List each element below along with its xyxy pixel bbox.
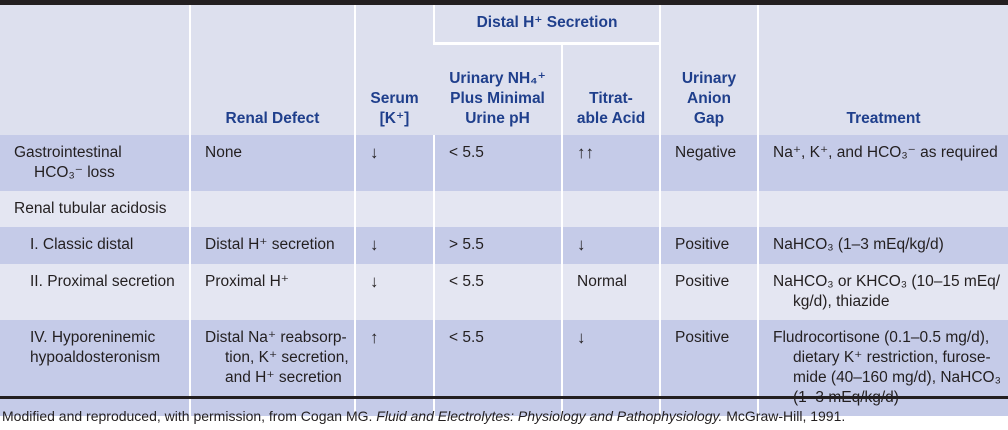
header-urinary-nh4: Urinary NH₄⁺ Plus Minimal Urine pH	[434, 43, 562, 135]
anion-gap-cell: Positive	[659, 264, 758, 320]
table-row: II. Proximal secretion Proximal H⁺ ↓ < 5…	[0, 264, 1008, 320]
double-up-arrow-icon: ↑↑	[577, 143, 594, 162]
renal-defect-cell: None	[189, 135, 355, 191]
serum-k-cell: ↓	[354, 227, 434, 264]
table-row: IV. Hyporeninemic hypoaldosteronism Dist…	[0, 320, 1008, 416]
treatment-cell: NaHCO₃ (1–3 mEq/kg/d)	[757, 227, 1008, 264]
anion-gap-cell: Positive	[659, 320, 758, 416]
table-row: Renal tubular acidosis	[0, 191, 1008, 227]
condition-cell: Gastrointestinal HCO₃⁻ loss	[0, 135, 190, 191]
serum-k-cell	[354, 191, 434, 227]
titratable-acid-cell: ↑↑	[561, 135, 660, 191]
down-arrow-icon: ↓	[577, 328, 586, 347]
header-titratable-acid: Titrat- able Acid	[561, 43, 660, 135]
header-urinary-anion-gap: Urinary Anion Gap	[659, 5, 758, 135]
serum-k-cell: ↓	[354, 135, 434, 191]
urine-ph-cell	[433, 191, 562, 227]
titratable-acid-cell	[561, 191, 660, 227]
renal-defect-cell: Proximal H⁺	[189, 264, 355, 320]
down-arrow-icon: ↓	[370, 272, 379, 291]
condition-cell: I. Classic distal	[0, 227, 190, 264]
condition-cell: IV. Hyporeninemic hypoaldosteronism	[0, 320, 190, 416]
up-arrow-icon: ↑	[370, 328, 379, 347]
urine-ph-cell: < 5.5	[433, 320, 562, 416]
titratable-acid-cell: Normal	[561, 264, 660, 320]
treatment-cell: NaHCO₃ or KHCO₃ (10–15 mEq/ kg/d), thiaz…	[757, 264, 1008, 320]
header-renal-defect: Renal Defect	[189, 5, 355, 135]
down-arrow-icon: ↓	[370, 235, 379, 254]
source-footnote: Modified and reproduced, with permission…	[2, 408, 846, 424]
titratable-acid-cell: ↓	[561, 320, 660, 416]
titratable-acid-cell: ↓	[561, 227, 660, 264]
renal-defect-cell: Distal H⁺ secretion	[189, 227, 355, 264]
table-row: Gastrointestinal HCO₃⁻ loss None ↓ < 5.5…	[0, 135, 1008, 191]
treatment-cell	[757, 191, 1008, 227]
serum-k-cell: ↑	[354, 320, 434, 416]
treatment-cell: Fludrocortisone (0.1–0.5 mg/d), dietary …	[757, 320, 1008, 416]
table-row: I. Classic distal Distal H⁺ secretion ↓ …	[0, 227, 1008, 264]
urine-ph-cell: < 5.5	[433, 264, 562, 320]
renal-defect-cell	[189, 191, 355, 227]
anion-gap-cell: Negative	[659, 135, 758, 191]
renal-defect-cell: Distal Na⁺ reabsorp- tion, K⁺ secretion,…	[189, 320, 355, 416]
bottom-rule	[0, 396, 1008, 399]
header-condition	[0, 5, 190, 135]
anion-gap-cell: Positive	[659, 227, 758, 264]
urine-ph-cell: > 5.5	[433, 227, 562, 264]
down-arrow-icon: ↓	[577, 235, 586, 254]
header-serum-k: Serum [K⁺]	[354, 5, 434, 135]
header-distal-h-secretion: Distal H⁺ Secretion	[433, 5, 660, 45]
header-treatment: Treatment	[757, 5, 1008, 135]
serum-k-cell: ↓	[354, 264, 434, 320]
anion-gap-cell	[659, 191, 758, 227]
down-arrow-icon: ↓	[370, 143, 379, 162]
urine-ph-cell: < 5.5	[433, 135, 562, 191]
rta-table: Renal Defect Serum [K⁺] Distal H⁺ Secret…	[0, 5, 1008, 416]
top-rule	[0, 0, 1008, 5]
condition-cell: II. Proximal secretion	[0, 264, 190, 320]
treatment-cell: Na⁺, K⁺, and HCO₃⁻ as required	[757, 135, 1008, 191]
condition-cell: Renal tubular acidosis	[0, 191, 190, 227]
